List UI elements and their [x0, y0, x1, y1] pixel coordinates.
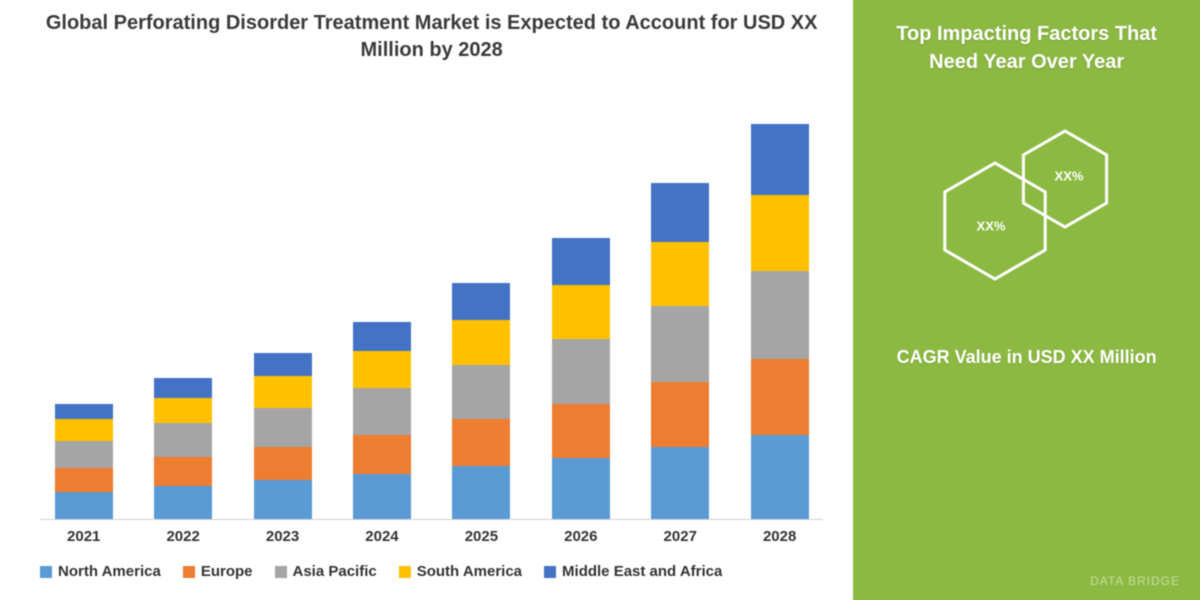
legend-label: North America [58, 563, 161, 580]
bar-stack [154, 378, 212, 519]
hex-diagram: XX% XX% [897, 104, 1157, 304]
bar-segment-na [154, 486, 212, 519]
bar-segment-ap [254, 408, 312, 447]
bar-segment-ap [751, 271, 809, 359]
bar-column [643, 74, 718, 519]
bar-segment-na [254, 480, 312, 519]
bar-stack [55, 404, 113, 519]
bar-segment-mea [154, 378, 212, 398]
chart-legend: North America Europe Asia Pacific South Ame… [40, 545, 823, 580]
bar-segment-na [751, 435, 809, 519]
bar-segment-eu [452, 419, 510, 466]
bar-column [444, 74, 519, 519]
legend-item-eu: Europe [183, 563, 253, 580]
bar-segment-na [552, 458, 610, 519]
bar-segment-eu [751, 359, 809, 435]
bar-segment-na [651, 447, 709, 519]
x-axis-label: 2028 [742, 528, 817, 545]
bar-segment-ap [552, 339, 610, 403]
stacked-bar-chart [40, 74, 823, 520]
bar-column [46, 74, 121, 519]
bar-segment-na [55, 492, 113, 519]
bar-segment-sa [353, 351, 411, 388]
bar-segment-eu [651, 382, 709, 446]
bar-segment-mea [552, 238, 610, 285]
bar-column [742, 74, 817, 519]
legend-swatch [399, 566, 411, 578]
bar-segment-ap [452, 365, 510, 420]
bar-segment-mea [55, 404, 113, 420]
bar-column [344, 74, 419, 519]
x-axis-labels: 2021 2022 2023 2024 2025 2026 2027 2028 [40, 520, 823, 545]
brand-watermark: DATA BRIDGE [1090, 574, 1180, 588]
bar-column [145, 74, 220, 519]
legend-swatch [40, 566, 52, 578]
bar-stack [651, 183, 709, 519]
bar-stack [452, 283, 510, 519]
chart-title: Global Perforating Disorder Treatment Ma… [40, 10, 823, 64]
bar-segment-ap [55, 441, 113, 468]
bar-segment-eu [154, 457, 212, 486]
bar-segment-sa [154, 398, 212, 423]
bar-segment-eu [552, 404, 610, 459]
legend-label: Middle East and Africa [562, 563, 722, 580]
bar-segment-sa [452, 320, 510, 365]
side-panel: Top Impacting Factors That Need Year Ove… [853, 0, 1200, 600]
legend-item-sa: South America [399, 563, 522, 580]
svg-text:XX%: XX% [976, 218, 1005, 233]
legend-label: South America [417, 563, 522, 580]
x-axis-label: 2023 [245, 528, 320, 545]
bar-segment-mea [751, 124, 809, 194]
x-axis-label: 2022 [145, 528, 220, 545]
bar-segment-eu [55, 468, 113, 491]
x-axis-label: 2027 [643, 528, 718, 545]
x-axis-label: 2021 [46, 528, 121, 545]
x-axis-label: 2024 [344, 528, 419, 545]
bar-segment-na [452, 466, 510, 519]
bar-segment-sa [651, 242, 709, 306]
legend-item-mea: Middle East and Africa [544, 563, 722, 580]
bar-segment-sa [751, 195, 809, 271]
bar-segment-na [353, 474, 411, 519]
bar-segment-mea [452, 283, 510, 320]
bar-stack [353, 322, 411, 519]
bar-segment-eu [254, 447, 312, 480]
bar-segment-ap [353, 388, 411, 435]
bar-stack [751, 124, 809, 519]
bar-segment-sa [254, 376, 312, 407]
bar-segment-sa [55, 419, 113, 440]
bar-segment-mea [353, 322, 411, 351]
chart-panel: Global Perforating Disorder Treatment Ma… [0, 0, 853, 600]
bar-segment-mea [651, 183, 709, 242]
legend-swatch [544, 566, 556, 578]
legend-item-na: North America [40, 563, 161, 580]
legend-item-ap: Asia Pacific [275, 563, 377, 580]
bar-segment-mea [254, 353, 312, 376]
bar-column [245, 74, 320, 519]
hex-icon: XX% XX% [897, 109, 1157, 299]
bar-segment-eu [353, 435, 411, 474]
bar-segment-ap [154, 423, 212, 456]
legend-swatch [183, 566, 195, 578]
bar-segment-sa [552, 285, 610, 340]
legend-swatch [275, 566, 287, 578]
legend-label: Europe [201, 563, 253, 580]
side-panel-title: Top Impacting Factors That Need Year Ove… [873, 20, 1180, 76]
svg-text:XX%: XX% [1054, 168, 1083, 183]
bar-stack [552, 238, 610, 519]
bar-column [543, 74, 618, 519]
x-axis-label: 2026 [543, 528, 618, 545]
bar-segment-ap [651, 306, 709, 382]
legend-label: Asia Pacific [293, 563, 377, 580]
bar-stack [254, 353, 312, 519]
cagr-text: CAGR Value in USD XX Million [897, 344, 1157, 371]
x-axis-label: 2025 [444, 528, 519, 545]
